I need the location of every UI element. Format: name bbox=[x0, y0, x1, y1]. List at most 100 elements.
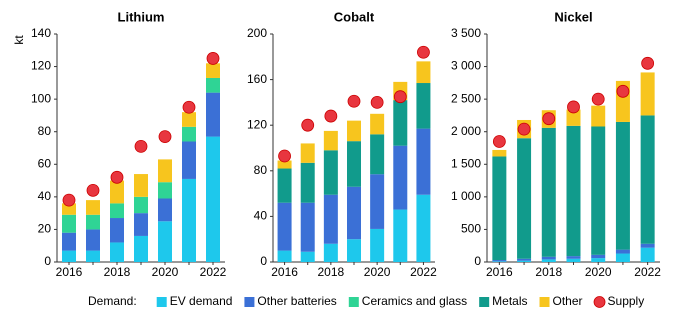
supply-dot bbox=[393, 90, 407, 104]
bar-segment bbox=[182, 141, 196, 179]
x-tick-label: 2018 bbox=[104, 265, 131, 279]
bar-segment bbox=[323, 150, 338, 195]
supply-dot bbox=[347, 94, 361, 108]
bar-segment bbox=[182, 126, 196, 142]
bar-segment bbox=[615, 121, 630, 250]
bar-segment bbox=[110, 242, 124, 262]
bar-segment bbox=[158, 198, 172, 222]
bar-segment bbox=[323, 130, 338, 151]
bar-segment bbox=[615, 249, 630, 254]
bar-segment bbox=[300, 251, 315, 262]
y-tick-label: 3 000 bbox=[451, 59, 481, 73]
bar-segment bbox=[62, 232, 76, 251]
bar-segment bbox=[517, 260, 532, 262]
x-tick-label: 2016 bbox=[56, 265, 83, 279]
legend-marker bbox=[539, 297, 550, 307]
x-tick-label: 2020 bbox=[585, 265, 612, 279]
bar-segment bbox=[300, 143, 315, 163]
supply-dot bbox=[182, 100, 196, 114]
bar-segment bbox=[347, 141, 361, 187]
supply-dot bbox=[542, 112, 556, 126]
supply-dot bbox=[616, 84, 630, 98]
bar-segment bbox=[206, 136, 220, 262]
bar-segment bbox=[492, 261, 507, 262]
bar-segment bbox=[591, 258, 606, 262]
bar-segment bbox=[134, 235, 148, 262]
x-tick-label: 2018 bbox=[318, 265, 345, 279]
y-tick-label: 0 bbox=[260, 254, 267, 268]
bar-segment bbox=[370, 174, 385, 229]
bar-segment bbox=[86, 229, 100, 251]
bar-segment bbox=[640, 72, 655, 116]
y-tick-label: 80 bbox=[254, 163, 268, 177]
legend-marker bbox=[593, 296, 606, 308]
bar-segment bbox=[110, 180, 124, 204]
bar-segment bbox=[110, 218, 124, 243]
bar-segment bbox=[158, 182, 172, 199]
y-tick-label: 40 bbox=[38, 189, 52, 203]
bar-segment bbox=[517, 258, 532, 261]
supply-dot bbox=[517, 122, 531, 136]
bar-segment bbox=[492, 149, 507, 157]
bar-segment bbox=[640, 247, 655, 262]
x-tick-label: 2016 bbox=[486, 265, 513, 279]
legend-label: Other batteries bbox=[257, 294, 336, 308]
bar-segment bbox=[300, 162, 315, 203]
y-tick-label: 100 bbox=[31, 91, 51, 105]
bar-segment bbox=[541, 127, 556, 257]
legend-label: Ceramics and glass bbox=[362, 294, 467, 308]
bar-segment bbox=[323, 243, 338, 262]
bar-segment bbox=[206, 63, 220, 78]
chart-title: Nickel bbox=[554, 9, 592, 24]
legend-label: Other bbox=[553, 294, 583, 308]
x-tick-label: 2020 bbox=[364, 265, 391, 279]
y-axis-label: kt bbox=[12, 35, 26, 45]
bar-segment bbox=[62, 214, 76, 233]
bar-segment bbox=[134, 174, 148, 197]
y-tick-label: 60 bbox=[38, 156, 52, 170]
bar-segment bbox=[347, 239, 361, 262]
bar-segment bbox=[347, 120, 361, 142]
bar-segment bbox=[370, 134, 385, 175]
bar-segment bbox=[62, 250, 76, 262]
bar-segment bbox=[492, 156, 507, 261]
bar-segment bbox=[416, 194, 431, 262]
supply-dot bbox=[567, 100, 580, 114]
bar-segment bbox=[134, 213, 148, 236]
bar-segment bbox=[591, 126, 606, 255]
x-tick-label: 2022 bbox=[634, 265, 661, 279]
supply-dot bbox=[86, 183, 100, 197]
y-tick-label: 3 500 bbox=[451, 26, 481, 40]
y-tick-label: 2 000 bbox=[451, 124, 481, 138]
bar-segment bbox=[370, 228, 385, 262]
bar-segment bbox=[370, 113, 385, 135]
x-tick-label: 2022 bbox=[200, 265, 227, 279]
bar-segment bbox=[591, 254, 606, 259]
bar-segment bbox=[393, 100, 408, 146]
bar-segment bbox=[62, 203, 76, 215]
supply-dot bbox=[278, 149, 291, 163]
bar-segment bbox=[566, 256, 581, 259]
bar-segment bbox=[566, 125, 581, 257]
bar-segment bbox=[86, 200, 100, 215]
bar-segment bbox=[615, 253, 630, 262]
bar-segment bbox=[323, 194, 338, 244]
supply-dot bbox=[206, 52, 220, 65]
bar-segment bbox=[206, 92, 220, 137]
bar-segment bbox=[277, 202, 292, 251]
legend-label: Metals bbox=[492, 294, 527, 308]
legend-label: EV demand bbox=[170, 294, 233, 308]
bar-segment bbox=[300, 202, 315, 252]
y-tick-label: 160 bbox=[247, 72, 267, 86]
y-tick-label: 1 500 bbox=[451, 156, 481, 170]
supply-dot bbox=[62, 193, 76, 207]
legend-marker bbox=[244, 297, 255, 307]
bar-segment bbox=[158, 159, 172, 183]
supply-dot bbox=[492, 135, 506, 148]
bar-segment bbox=[158, 221, 172, 262]
y-tick-label: 500 bbox=[461, 222, 481, 236]
bar-segment bbox=[182, 112, 196, 127]
y-tick-label: 80 bbox=[38, 124, 52, 138]
supply-dot bbox=[301, 118, 315, 132]
chart-title: Lithium bbox=[118, 9, 165, 24]
